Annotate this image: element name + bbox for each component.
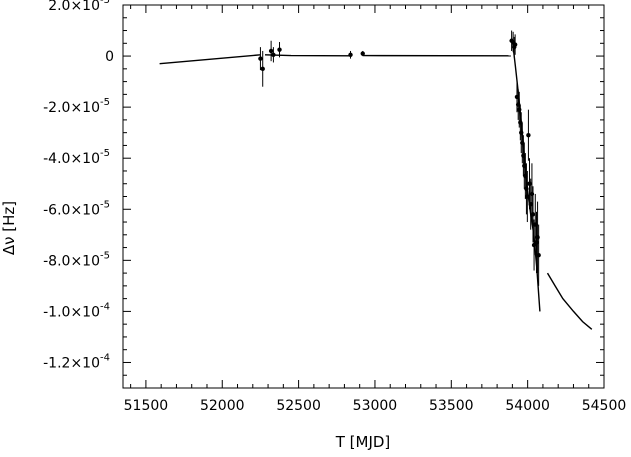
data-point [260, 50, 265, 87]
point-marker [258, 56, 263, 61]
point-marker [360, 51, 365, 56]
y-tick-label: 2.0×10 [48, 0, 100, 14]
y-tick-exponent: -5 [100, 97, 110, 108]
point-marker [525, 194, 530, 199]
y-tick-label: -1.2×10 [43, 355, 100, 371]
y-tick-label: -2.0×10 [43, 100, 100, 116]
y-tick-label: -6.0×10 [43, 202, 100, 218]
y-tick-label: -4.0×10 [43, 151, 100, 167]
x-tick-label: 54000 [505, 398, 550, 414]
point-marker [277, 47, 282, 52]
y-tick-exponent: -4 [100, 352, 110, 363]
model-segment [159, 54, 261, 65]
data-point [277, 42, 282, 58]
data-point [258, 47, 263, 71]
data-point [348, 50, 353, 59]
point-marker [271, 52, 276, 57]
x-axis-label: T [MJD] [335, 433, 391, 451]
point-marker [268, 48, 274, 54]
model-segment [546, 272, 593, 330]
y-tick-label: -1.0×10 [43, 304, 100, 320]
data-point [526, 109, 531, 161]
y-tick-label: 0 [105, 49, 114, 65]
y-tick-exponent: -5 [100, 148, 110, 159]
data-point [271, 47, 276, 63]
x-tick-label: 53000 [353, 398, 398, 414]
point-marker [524, 186, 529, 192]
data-point [525, 170, 530, 223]
y-tick-exponent: -5 [100, 0, 110, 6]
tick-labels: 51500 52000 52500 53000 53500 54000 54500 2.0×1… [43, 0, 626, 414]
x-tick-label: 53500 [429, 398, 474, 414]
x-tick-label: 52000 [200, 398, 245, 414]
x-tick-label: 51500 [124, 398, 169, 414]
y-tick-label: -8.0×10 [43, 253, 100, 269]
point-marker [260, 66, 265, 72]
x-tick-label: 52500 [276, 398, 321, 414]
point-marker [536, 253, 541, 258]
y-tick-exponent: -5 [100, 250, 110, 261]
data-points [258, 30, 541, 286]
data-point [536, 224, 541, 286]
point-marker [526, 133, 531, 138]
point-marker [530, 212, 536, 217]
y-tick-exponent: -5 [100, 199, 110, 210]
data-point [512, 34, 518, 55]
point-marker [348, 52, 353, 57]
model-segment [264, 54, 351, 57]
y-tick-exponent: -4 [100, 301, 110, 312]
point-marker [512, 42, 518, 47]
data-point [268, 40, 274, 62]
axis-ticks [123, 4, 605, 388]
data-point [530, 186, 536, 243]
y-axis-label: Δν [Hz] [0, 201, 18, 255]
x-tick-label: 54500 [582, 398, 627, 414]
data-point [360, 50, 365, 57]
